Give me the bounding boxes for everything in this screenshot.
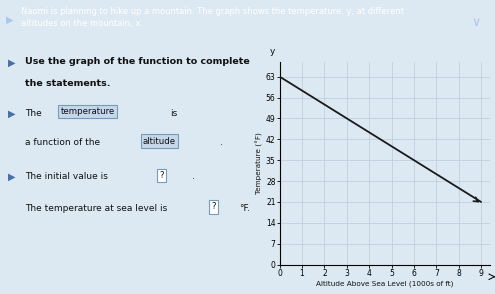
Text: The: The bbox=[25, 108, 42, 118]
Text: ?: ? bbox=[159, 171, 164, 180]
Text: ▶: ▶ bbox=[8, 57, 16, 67]
Y-axis label: Temperature (°F): Temperature (°F) bbox=[256, 132, 263, 194]
Text: °F.: °F. bbox=[239, 204, 250, 213]
Text: is: is bbox=[170, 108, 178, 118]
Text: altitude: altitude bbox=[143, 137, 176, 146]
Text: the statements.: the statements. bbox=[25, 79, 110, 88]
Text: The initial value is: The initial value is bbox=[25, 172, 107, 181]
Text: Naomi is planning to hike up a mountain. The graph shows the temperature, y, at : Naomi is planning to hike up a mountain.… bbox=[21, 7, 404, 28]
Text: ▶: ▶ bbox=[8, 172, 16, 182]
Text: ▶: ▶ bbox=[8, 108, 16, 118]
Text: .: . bbox=[192, 172, 195, 181]
Text: Use the graph of the function to complete: Use the graph of the function to complet… bbox=[25, 57, 249, 66]
Text: ▶: ▶ bbox=[6, 15, 13, 25]
X-axis label: Altitude Above Sea Level (1000s of ft): Altitude Above Sea Level (1000s of ft) bbox=[316, 280, 453, 287]
Text: y: y bbox=[270, 47, 276, 56]
Text: temperature: temperature bbox=[60, 107, 115, 116]
Text: The temperature at sea level is: The temperature at sea level is bbox=[25, 204, 167, 213]
Text: ?: ? bbox=[211, 203, 216, 211]
Text: .: . bbox=[220, 138, 223, 147]
Text: ∨: ∨ bbox=[471, 16, 480, 29]
Text: a function of the: a function of the bbox=[25, 138, 100, 147]
